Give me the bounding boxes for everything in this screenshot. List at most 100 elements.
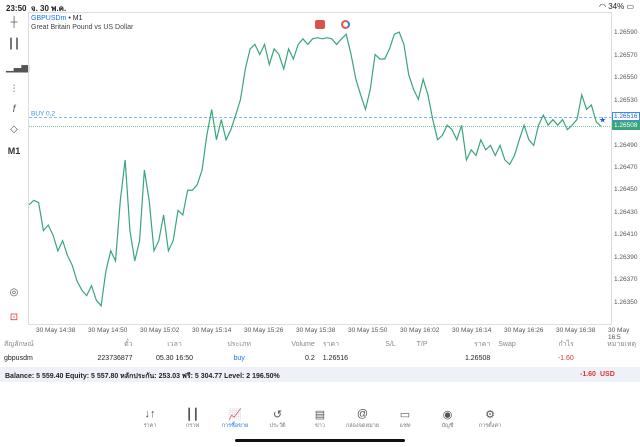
bar-chart-icon[interactable]: ▁▃▅ <box>6 62 30 73</box>
column-header: กำไร <box>558 340 574 348</box>
x-tick: 30 May 16:02 <box>400 327 440 334</box>
nav-label: แชท <box>399 423 411 429</box>
y-tick: 1.26430 <box>614 208 638 216</box>
y-tick: 1.26550 <box>614 74 638 82</box>
x-tick: 30 May 15:26 <box>244 327 284 334</box>
indicators-icon[interactable]: ⫶ <box>12 84 16 95</box>
price-chart[interactable]: BUY 0.2 ★ <box>28 12 612 325</box>
column-header: Swap <box>498 340 516 348</box>
nav-label: กล่องจดหมาย <box>345 423 380 429</box>
bottom-nav: ↓↑ ราคา ┃┃ กราฟ 📈 การซื้อขาย ↺ ประวัติ ▤ ข่าว @ กล่… <box>130 408 510 430</box>
nav-icon: ⚙ <box>485 409 495 421</box>
positions-table: สัญลักษณ์ ตั๋ว เวลา ประเภท Volume ราคา S/L T/P ร… <box>0 337 640 365</box>
x-tick: 30 May 16:26 <box>504 327 544 334</box>
status-right: ◠ 34% ▭ <box>599 2 634 11</box>
position-price-tag: 1.26516 <box>612 112 640 122</box>
nav-icon: ↺ <box>272 409 283 421</box>
table-cell <box>494 351 537 365</box>
column-header: ราคา <box>473 340 491 348</box>
signal-circle-icon[interactable] <box>341 20 350 29</box>
x-tick: 30 May 16:5 <box>608 327 630 341</box>
nav-item[interactable]: ↓↑ ราคา <box>130 408 170 430</box>
table-row[interactable]: gbpusdm 223736877 05.30 16:50 buy 0.2 1.26516… <box>0 351 640 365</box>
column-header: ตั๋ว <box>124 340 133 348</box>
nav-item[interactable]: ┃┃ กราฟ <box>173 408 213 430</box>
column-header: T/P <box>416 340 428 348</box>
crosshair-icon[interactable]: ┼ <box>10 17 18 28</box>
table-header: สัญลักษณ์ ตั๋ว เวลา ประเภท Volume ราคา S/L T/P ร… <box>0 337 640 351</box>
x-tick: 30 May 14:50 <box>88 327 128 334</box>
balance-text: Balance: 5 559.40 Equity: 5 557.80 หลักป… <box>5 373 280 380</box>
nav-icon: @ <box>356 408 369 420</box>
table-cell: 0.2 <box>304 354 315 362</box>
x-tick: 30 May 15:50 <box>348 327 388 334</box>
y-tick: 1.26570 <box>614 51 638 59</box>
battery-icon: ▭ <box>626 2 634 11</box>
trade-flag-icon[interactable] <box>315 20 325 29</box>
timeframe-button[interactable]: M1 <box>7 146 21 156</box>
y-tick: 1.26370 <box>614 276 638 284</box>
x-tick: 30 May 14:38 <box>36 327 76 334</box>
y-tick: 1.26470 <box>614 163 638 171</box>
star-icon: ★ <box>599 115 606 124</box>
function-icon[interactable]: f <box>12 104 16 115</box>
nav-item[interactable]: ⚙ การตั้งค่า <box>470 408 510 430</box>
nav-label: กราฟ <box>185 423 200 429</box>
nav-icon: ▤ <box>314 409 326 421</box>
y-tick: 1.26390 <box>614 253 638 261</box>
one-click-trading-icon[interactable]: ⊡ <box>9 312 19 323</box>
y-tick: 1.26450 <box>614 186 638 194</box>
candlestick-icon[interactable]: ┃┃ <box>7 39 21 50</box>
nav-item[interactable]: @ กล่องจดหมาย <box>343 408 383 430</box>
chart-zoom-icon[interactable]: ◎ <box>9 287 19 298</box>
chart-symbol: GBPUSDm <box>31 15 67 22</box>
y-tick: 1.26490 <box>614 141 638 149</box>
nav-label: บัญชี <box>441 423 454 429</box>
y-tick: 1.26350 <box>614 298 638 306</box>
table-cell: 1.26516 <box>322 354 349 362</box>
status-time: 23:50 <box>6 4 27 13</box>
chart-description: Great Britain Pound vs US Dollar <box>31 24 134 31</box>
x-tick: 30 May 16:14 <box>452 327 492 334</box>
x-tick: 30 May 15:14 <box>192 327 232 334</box>
column-header: S/L <box>385 340 396 348</box>
table-cell: 1.26508 <box>464 354 491 362</box>
nav-icon: ┃┃ <box>185 409 200 421</box>
nav-item[interactable]: 📈 การซื้อขาย <box>215 408 255 430</box>
nav-item[interactable]: ▤ ข่าว <box>300 408 340 430</box>
home-indicator <box>235 439 405 442</box>
nav-icon: 📈 <box>228 409 242 421</box>
x-tick: 30 May 15:38 <box>296 327 336 334</box>
nav-label: การซื้อขาย <box>221 423 249 429</box>
nav-label: ประวัติ <box>269 423 286 429</box>
nav-label: การตั้งค่า <box>478 423 502 429</box>
column-header: หมายเหตุ <box>607 340 636 348</box>
currency: USD <box>600 371 615 378</box>
table-cell <box>578 351 640 365</box>
nav-icon: ◉ <box>442 409 453 421</box>
status-date: จ. 30 พ.ค. <box>30 4 67 13</box>
price-line <box>29 31 602 308</box>
table-cell: gbpusdm <box>4 354 33 362</box>
bid-price-tag: 1.26508 <box>612 121 640 131</box>
wifi-icon: ◠ <box>598 2 606 11</box>
nav-item[interactable]: ◉ บัญชี <box>428 408 468 430</box>
column-header: ประเภท <box>227 340 251 348</box>
column-header: เวลา <box>167 340 182 348</box>
nav-item[interactable]: ↺ ประวัติ <box>258 408 298 430</box>
column-header: Volume <box>291 340 315 348</box>
y-tick: 1.26530 <box>614 96 638 104</box>
nav-label: ข่าว <box>315 423 325 429</box>
shapes-icon[interactable]: ◇ <box>10 124 18 135</box>
nav-label: ราคา <box>143 423 157 429</box>
total-profit: -1.60 <box>580 371 596 378</box>
table-cell <box>406 351 438 365</box>
table-cell: 05.30 16:50 <box>156 354 194 362</box>
status-time-date: 23:50 จ. 30 พ.ค. <box>6 2 66 15</box>
table-cell: 223736877 <box>97 354 133 362</box>
x-tick: 30 May 16:38 <box>556 327 596 334</box>
balance-bar: Balance: 5 559.40 Equity: 5 557.80 หลักป… <box>0 367 640 382</box>
nav-item[interactable]: ▭ แชท <box>385 408 425 430</box>
nav-icon: ▭ <box>399 409 411 421</box>
x-tick: 30 May 15:02 <box>140 327 180 334</box>
